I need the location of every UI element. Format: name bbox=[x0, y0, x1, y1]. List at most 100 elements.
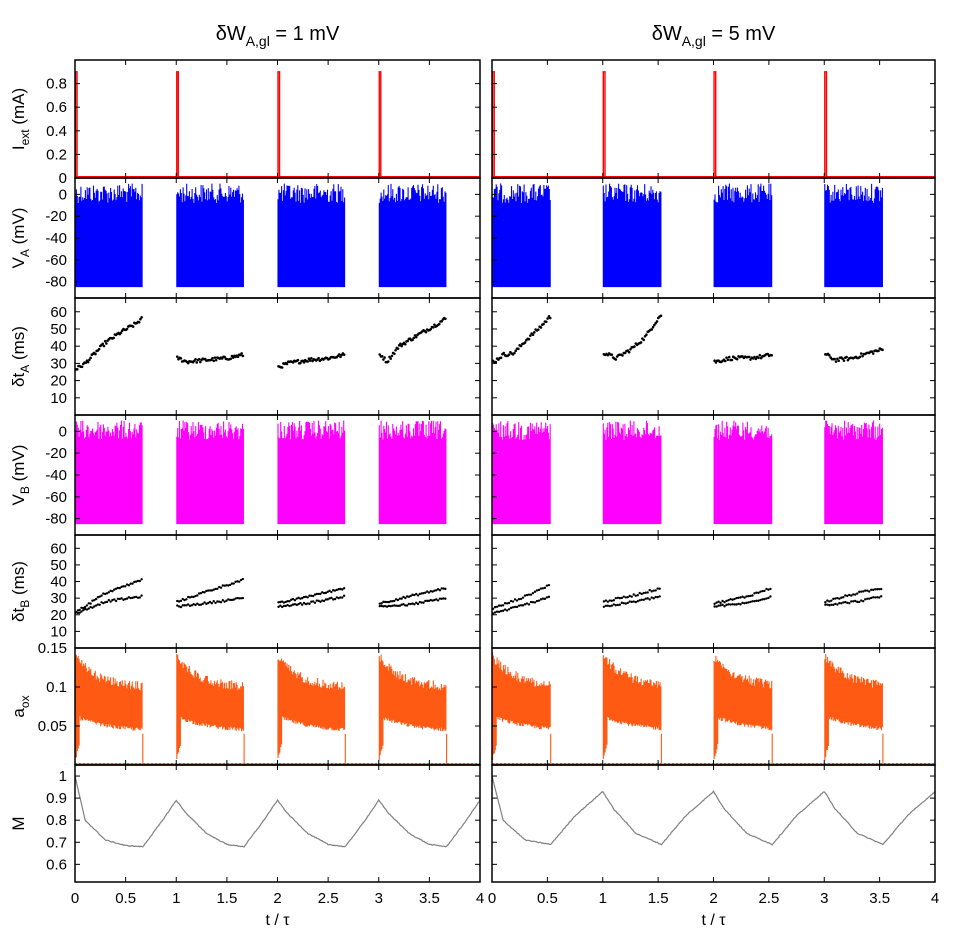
dt-b-point bbox=[93, 605, 96, 608]
dt-a-point bbox=[389, 357, 392, 360]
dt-b-point bbox=[194, 594, 197, 598]
dt-b-point bbox=[858, 600, 861, 604]
dt-b-point bbox=[866, 589, 869, 592]
dt-a-point bbox=[870, 350, 874, 353]
series-dtb bbox=[75, 577, 447, 615]
x-tick-label: 3 bbox=[375, 890, 383, 907]
panel-frame bbox=[74, 764, 481, 883]
dt-b-point bbox=[80, 610, 83, 613]
dt-b-point bbox=[293, 599, 297, 602]
y-tick-label: 0.8 bbox=[46, 76, 67, 93]
dt-b-point bbox=[759, 590, 762, 593]
dt-b-point bbox=[644, 591, 647, 594]
x-tick-label: 3.5 bbox=[419, 890, 440, 907]
dt-b-point bbox=[636, 594, 639, 597]
dt-b-point bbox=[652, 589, 655, 592]
dt-b-point bbox=[842, 601, 845, 604]
dt-b-point bbox=[425, 599, 429, 603]
dt-b-point bbox=[438, 589, 442, 592]
current-pulse bbox=[602, 71, 606, 178]
dt-a-point bbox=[546, 317, 549, 320]
dt-b-point bbox=[105, 600, 109, 604]
dt-b-point bbox=[503, 608, 507, 611]
x-axis-label-2: t / τ bbox=[701, 912, 726, 929]
dt-a-point bbox=[834, 360, 838, 363]
dt-b-point bbox=[337, 588, 340, 591]
x-tick-label: 2 bbox=[273, 890, 281, 907]
y-axis-label-aox: aox bbox=[9, 695, 32, 717]
dt-b-point bbox=[604, 599, 608, 602]
y-axis-label-dta: δtA (ms) bbox=[9, 326, 32, 387]
dt-b-point bbox=[877, 587, 881, 591]
dt-b-point bbox=[393, 604, 396, 607]
dt-b-point bbox=[321, 591, 324, 594]
dt-b-point bbox=[433, 589, 436, 592]
dt-b-point bbox=[219, 600, 223, 604]
dt-b-point bbox=[177, 605, 181, 608]
dt-b-point bbox=[378, 602, 381, 605]
dt-b-point bbox=[879, 587, 883, 591]
dt-b-point bbox=[404, 604, 407, 607]
dt-b-point bbox=[302, 595, 306, 599]
dt-b-point bbox=[747, 594, 750, 598]
dt-b-point bbox=[875, 596, 879, 599]
current-pulse bbox=[713, 71, 717, 178]
dt-b-point bbox=[227, 598, 230, 601]
x-tick-label: 0.5 bbox=[115, 890, 136, 907]
x-tick-label: 2 bbox=[709, 890, 717, 907]
dt-b-point bbox=[513, 598, 517, 601]
dt-a-point bbox=[103, 339, 107, 343]
dt-b-point bbox=[400, 603, 403, 606]
series-dtb bbox=[492, 583, 883, 615]
dt-b-point bbox=[315, 592, 318, 596]
dt-a-point bbox=[80, 365, 84, 369]
dt-b-point bbox=[113, 598, 116, 601]
dt-b-point bbox=[648, 588, 651, 592]
panel-iext-col1: 0 0.2 0.4 0.6 0.8 bbox=[46, 59, 481, 187]
dt-b-point bbox=[828, 600, 831, 603]
dt-b-point bbox=[431, 599, 434, 602]
dt-b-point bbox=[304, 602, 308, 606]
dt-b-point bbox=[94, 597, 98, 601]
dt-b-point bbox=[543, 597, 547, 601]
dt-b-point bbox=[127, 584, 131, 587]
series-m bbox=[492, 775, 935, 846]
dt-b-point bbox=[832, 603, 835, 607]
dt-a-point bbox=[533, 331, 536, 334]
dt-b-point bbox=[602, 605, 606, 608]
dt-b-point bbox=[118, 597, 121, 601]
y-tick-label: 60 bbox=[50, 304, 67, 321]
dt-a-point bbox=[502, 351, 506, 355]
dt-b-point bbox=[741, 595, 744, 598]
dt-b-point bbox=[505, 609, 509, 612]
dt-b-point bbox=[856, 592, 859, 595]
dt-b-point bbox=[100, 601, 103, 604]
dt-b-point bbox=[721, 599, 724, 603]
current-pulse bbox=[176, 71, 179, 178]
dt-b-point bbox=[523, 594, 527, 597]
x-tick-label: 0 bbox=[71, 890, 79, 907]
dt-b-point bbox=[330, 590, 333, 594]
dt-b-point bbox=[299, 597, 302, 600]
dt-b-point bbox=[533, 590, 537, 593]
dt-a-point bbox=[531, 333, 535, 337]
dt-b-point bbox=[136, 596, 140, 599]
dt-b-point bbox=[547, 595, 551, 599]
dt-b-point bbox=[507, 608, 511, 611]
dt-a-point bbox=[339, 355, 342, 359]
dt-b-point bbox=[429, 598, 432, 602]
dt-b-point bbox=[418, 592, 422, 596]
dt-a-point bbox=[542, 322, 545, 326]
panel-frame bbox=[74, 297, 481, 416]
dt-b-point bbox=[78, 608, 81, 612]
dt-b-point bbox=[495, 605, 499, 608]
dt-b-point bbox=[501, 609, 505, 612]
dt-a-point bbox=[211, 356, 214, 360]
dt-a-point bbox=[735, 357, 739, 361]
voltage-burst bbox=[176, 420, 244, 525]
dt-b-point bbox=[98, 603, 101, 606]
dt-b-point bbox=[140, 578, 143, 581]
dt-b-point bbox=[610, 599, 614, 602]
dt-b-point bbox=[415, 592, 418, 596]
